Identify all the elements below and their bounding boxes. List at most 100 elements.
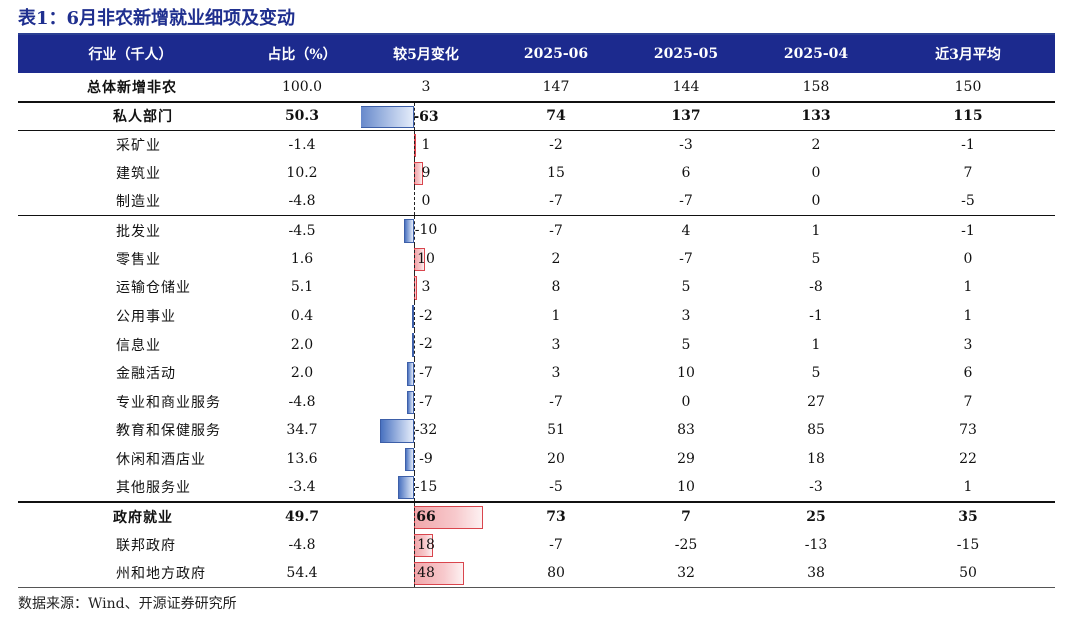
row-apr: 25 <box>751 500 881 531</box>
row-may: -25 <box>674 536 698 553</box>
table-row: 州和地方政府 54.4 48 80 32 38 50 <box>18 559 1055 589</box>
row-change-cell: -10 <box>361 215 491 245</box>
table-title: 表1：6月非农新增就业细项及变动 <box>18 8 296 29</box>
change-zero-axis <box>414 244 415 274</box>
row-change-value: -32 <box>414 422 438 439</box>
row-apr: 5 <box>811 250 821 267</box>
row-industry-name: 制造业 <box>18 187 243 216</box>
row-avg3m: 6 <box>963 365 973 382</box>
row-avg3m: -5 <box>961 193 975 210</box>
row-industry-label: 零售业 <box>116 251 161 268</box>
row-apr: 1 <box>751 215 881 245</box>
table-row: 其他服务业 -3.4 -15 -5 10 -3 1 <box>18 473 1055 502</box>
row-change-value: 3 <box>421 79 431 95</box>
row-share: -4.5 <box>243 215 361 245</box>
table-row: 批发业 -4.5 -10 -7 4 1 -1 <box>18 215 1055 245</box>
row-change-value: 10 <box>417 250 435 267</box>
row-change-cell: 66 <box>361 500 491 531</box>
row-change-value: -2 <box>419 336 433 353</box>
header-may: 2025-05 <box>653 46 719 62</box>
change-zero-axis <box>414 444 415 474</box>
row-apr: 158 <box>802 78 830 95</box>
row-apr: 38 <box>751 559 881 589</box>
change-bar-negative <box>406 361 414 386</box>
row-avg3m: 1 <box>963 479 973 496</box>
row-change-cell: -7 <box>361 358 491 388</box>
row-change-value: -63 <box>413 108 439 125</box>
row-apr: 0 <box>811 193 821 210</box>
row-change-cell: 3 <box>361 73 491 102</box>
row-share: 10.2 <box>286 165 318 182</box>
row-may: 144 <box>672 78 700 95</box>
row-industry-name: 建筑业 <box>18 159 243 188</box>
change-bar-negative <box>404 447 414 472</box>
row-may: 5 <box>681 336 691 353</box>
row-avg3m: 50 <box>881 559 1055 589</box>
row-jun: -2 <box>491 129 621 159</box>
row-avg3m: 73 <box>959 422 977 439</box>
table-row: 公用事业 0.4 -2 1 3 -1 1 <box>18 301 1055 331</box>
row-avg3m: 22 <box>959 451 977 468</box>
change-bar-negative <box>403 219 414 243</box>
row-avg3m: 1 <box>963 279 973 296</box>
header-avg3m: 近3月平均 <box>935 47 1001 63</box>
row-change-cell: 0 <box>361 187 491 216</box>
row-industry-name: 运输仓储业 <box>18 273 243 302</box>
change-zero-axis <box>414 559 415 587</box>
row-share: 0.4 <box>290 308 314 325</box>
table-row: 教育和保健服务 34.7 -32 51 83 85 73 <box>18 416 1055 445</box>
row-avg3m: 7 <box>963 165 973 182</box>
row-share: 54.4 <box>243 559 361 589</box>
row-change-cell: -15 <box>361 473 491 502</box>
table-row: 制造业 -4.8 0 -7 -7 0 -5 <box>18 187 1055 216</box>
change-zero-axis <box>414 158 415 188</box>
row-jun: 147 <box>542 78 570 95</box>
change-zero-axis <box>414 131 415 159</box>
change-zero-axis <box>414 103 415 130</box>
row-share: 1.6 <box>290 250 314 267</box>
row-jun: 15 <box>547 165 565 182</box>
change-zero-axis <box>414 416 415 445</box>
header-row: 行业（千人） 占比（%） 较5月变化 2025-06 2025-05 2025-… <box>18 35 1055 73</box>
row-industry-label: 休闲和酒店业 <box>116 452 206 469</box>
row-may: 7 <box>621 500 751 531</box>
row-change-cell: 1 <box>361 129 491 159</box>
row-industry-label: 私人部门 <box>113 109 173 126</box>
row-industry-name: 州和地方政府 <box>18 559 243 589</box>
row-industry-label: 采矿业 <box>116 137 161 154</box>
row-apr: 5 <box>811 365 821 382</box>
row-share: 49.7 <box>243 500 361 531</box>
row-share: 50.3 <box>243 100 361 131</box>
row-may: -7 <box>679 193 693 210</box>
row-may: 10 <box>677 365 695 382</box>
row-industry-name: 其他服务业 <box>18 473 243 502</box>
source-note: 数据来源：Wind、开源证券研究所 <box>18 596 237 612</box>
row-avg3m: -1 <box>881 129 1055 159</box>
table-row: 私人部门 50.3 -63 74 137 133 115 <box>18 100 1055 131</box>
row-may: 83 <box>677 422 695 439</box>
row-share: -4.8 <box>288 536 316 553</box>
row-industry-label: 运输仓储业 <box>116 280 191 297</box>
row-change-value: -2 <box>419 307 433 324</box>
row-may: 6 <box>681 165 691 182</box>
change-bar-negative <box>406 390 414 415</box>
table-row: 政府就业 49.7 66 73 7 25 35 <box>18 500 1055 531</box>
row-avg3m: 0 <box>963 250 973 267</box>
row-industry-label: 总体新增非农 <box>87 79 177 96</box>
row-share: -4.8 <box>288 393 316 410</box>
row-industry-label: 公用事业 <box>116 309 176 326</box>
change-bar-negative <box>398 476 414 499</box>
row-apr: -1 <box>809 308 823 325</box>
row-avg3m: 7 <box>963 393 973 410</box>
change-zero-axis <box>414 503 415 531</box>
row-avg3m: -15 <box>956 536 980 553</box>
table-header: 行业（千人） 占比（%） 较5月变化 2025-06 2025-05 2025-… <box>18 35 1055 73</box>
row-industry-label: 金融活动 <box>116 366 176 383</box>
row-jun: -7 <box>549 393 563 410</box>
change-zero-axis <box>414 530 415 560</box>
row-industry-name: 联邦政府 <box>18 531 243 560</box>
table-row: 休闲和酒店业 13.6 -9 20 29 18 22 <box>18 444 1055 474</box>
row-industry-label: 制造业 <box>116 194 161 211</box>
row-change-value: -7 <box>419 393 433 410</box>
change-bar-negative <box>411 333 414 357</box>
